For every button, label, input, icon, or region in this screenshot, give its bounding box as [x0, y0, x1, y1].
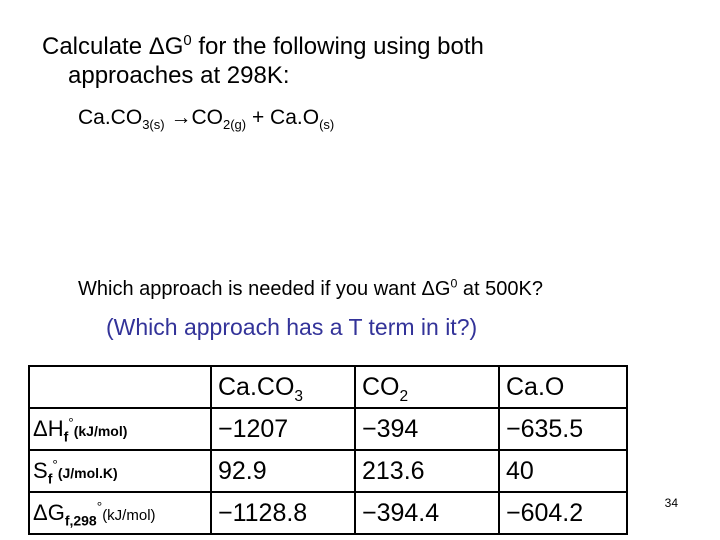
page-number: 34	[664, 496, 678, 510]
hint: (Which approach has a T term in it?)	[106, 314, 478, 340]
reactant: Ca.CO	[78, 106, 143, 129]
value-cell: −394	[354, 407, 500, 451]
title-sup: 0	[183, 33, 192, 49]
table-row: ΔHf°(kJ/mol) −1207 −394 −635.5	[28, 407, 628, 451]
reaction-equation: Ca.CO3(s) →CO2(g) + Ca.O(s)	[78, 106, 335, 133]
product2: + Ca.O	[246, 106, 320, 129]
table-header-row: Ca.CO3 CO2 Ca.O	[28, 365, 628, 409]
product1-state: 2(g)	[222, 117, 247, 133]
table-row: ΔGf,298°(kJ/mol) −1128.8 −394.4 −604.2	[28, 491, 628, 535]
title-line2: approaches at 298K:	[68, 62, 290, 89]
question-text: at 500K?	[457, 278, 543, 300]
row-label: ΔGf,298°(kJ/mol)	[28, 491, 212, 535]
question-sup: 0	[450, 276, 458, 291]
title-text: for the following using both	[191, 33, 484, 60]
value-cell: −1207	[210, 407, 356, 451]
slide-title: Calculate ΔG0 for the following using bo…	[42, 32, 484, 90]
value-cell: −394.4	[354, 491, 500, 535]
value-cell: −635.5	[498, 407, 628, 451]
row-label: ΔHf°(kJ/mol)	[28, 407, 212, 451]
question-text: Which approach is needed if you want ΔG	[78, 278, 451, 300]
header-cell: Ca.O	[498, 365, 628, 409]
empty-cell	[28, 365, 212, 409]
value-cell: 213.6	[354, 449, 500, 493]
reactant-state: 3(s)	[142, 117, 165, 133]
value-cell: −604.2	[498, 491, 628, 535]
header-cell: CO2	[354, 365, 500, 409]
header-cell: Ca.CO3	[210, 365, 356, 409]
row-label: Sf°(J/mol.K)	[28, 449, 212, 493]
question: Which approach is needed if you want ΔG0…	[78, 276, 543, 301]
product1: →CO	[164, 106, 223, 129]
value-cell: 40	[498, 449, 628, 493]
title-text: Calculate ΔG	[42, 33, 184, 60]
thermo-table: Ca.CO3 CO2 Ca.O ΔHf°(kJ/mol) −1207 −394 …	[28, 365, 628, 535]
product2-state: (s)	[319, 117, 335, 133]
value-cell: −1128.8	[210, 491, 356, 535]
table-row: Sf°(J/mol.K) 92.9 213.6 40	[28, 449, 628, 493]
value-cell: 92.9	[210, 449, 356, 493]
